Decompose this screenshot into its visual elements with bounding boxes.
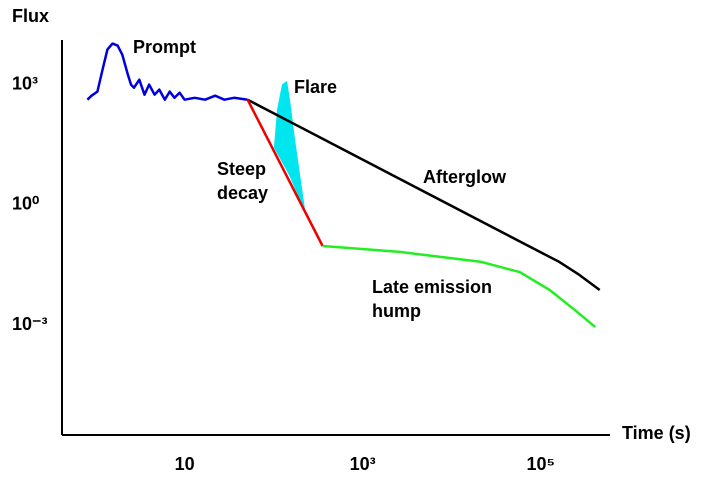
y-tick-label: 10⁰ xyxy=(12,194,39,214)
line xyxy=(86,42,248,101)
series-label: Late emission hump xyxy=(372,277,493,321)
line xyxy=(246,99,324,247)
y-axis-label: Flux xyxy=(12,6,49,26)
line xyxy=(322,244,597,329)
area xyxy=(273,81,306,211)
series-label: Afterglow xyxy=(423,167,506,187)
x-tick-label: 10 xyxy=(175,454,195,474)
series-label: Steep decay xyxy=(217,159,269,203)
y-tick-label: 10³ xyxy=(12,73,38,93)
y-tick-label: 10⁻³ xyxy=(12,314,48,334)
series-label: Flare xyxy=(294,77,338,97)
series-label: Prompt xyxy=(133,37,196,57)
x-tick-label: 10³ xyxy=(350,454,376,474)
line xyxy=(247,98,601,292)
x-axis-label: Time (s) xyxy=(622,423,691,443)
x-tick-label: 10⁵ xyxy=(526,454,554,474)
